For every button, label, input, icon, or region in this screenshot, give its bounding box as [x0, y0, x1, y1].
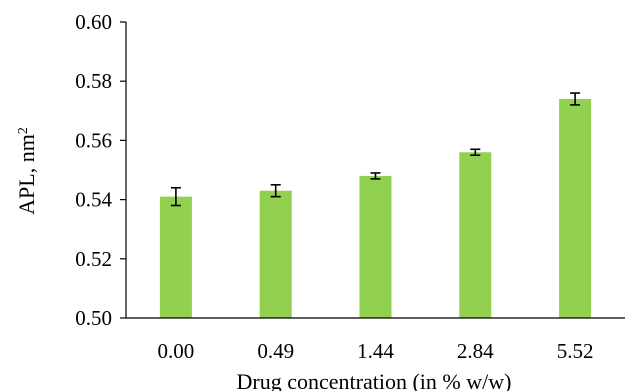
bar: [259, 190, 292, 318]
y-axis-title-text: APL, nm: [14, 134, 39, 215]
x-tick-label: 0.00: [158, 339, 195, 363]
axes-group: [125, 22, 625, 319]
error-bars-group: [170, 92, 581, 207]
y-axis-title-superscript: 2: [16, 127, 31, 134]
y-axis-title: APL, nm2: [14, 127, 39, 215]
x-tick-label: 0.49: [257, 339, 294, 363]
x-axis-title: Drug concentration (in % w/w): [237, 369, 512, 391]
y-tick-label: 0.56: [75, 128, 112, 152]
y-tick-label: 0.52: [75, 247, 112, 271]
y-ticks-group: 0.50 0.52 0.54 0.56 0.58 0.60: [75, 10, 126, 330]
x-ticks-group: 0.00 0.49 1.44 2.84 5.52: [158, 339, 594, 363]
y-tick-label: 0.58: [75, 69, 112, 93]
x-tick-label: 5.52: [557, 339, 594, 363]
bar: [559, 98, 592, 319]
y-tick-label: 0.54: [75, 188, 112, 212]
y-tick-label: 0.60: [75, 10, 112, 34]
bar: [359, 175, 392, 318]
x-tick-label: 2.84: [457, 339, 494, 363]
bars-group: [159, 98, 592, 319]
bar: [159, 196, 192, 318]
x-tick-label: 1.44: [357, 339, 394, 363]
y-tick-label: 0.50: [75, 306, 112, 330]
bar: [459, 152, 492, 318]
